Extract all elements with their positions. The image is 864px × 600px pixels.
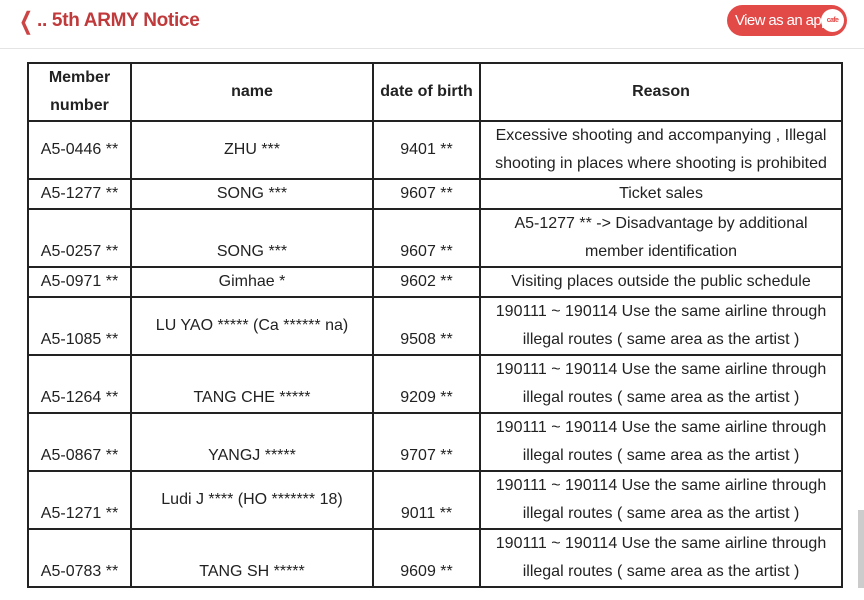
reason-cell: 190111 ~ 190114 Use the same airline thr… (479, 412, 843, 472)
name-cell: ZHU *** (130, 120, 374, 180)
reason-cell: 190111 ~ 190114 Use the same airline thr… (479, 528, 843, 588)
table-row: A5-1085 ** LU YAO ***** (Ca ****** na) 950… (27, 296, 843, 356)
dob-cell: 9401 ** (372, 120, 481, 180)
page-title: .. 5th ARMY Notice (37, 10, 200, 31)
reason-cell: 190111 ~ 190114 Use the same airline thr… (479, 296, 843, 356)
table-header: Member number name date of birth Reason (27, 62, 843, 122)
chevron-left-icon[interactable]: ❮ (19, 8, 34, 35)
table-row: A5-0257 ** SONG *** 9607 ** A5-1277 ** -> D… (27, 208, 843, 268)
column-header-dob: date of birth (372, 62, 481, 122)
member-number-cell: A5-0446 ** (27, 120, 132, 180)
view-as-app-button[interactable]: View as an app cafe (727, 5, 847, 36)
dob-cell: 9508 ** (372, 296, 481, 356)
reason-cell: Ticket sales (479, 178, 843, 210)
member-number-cell: A5-1264 ** (27, 354, 132, 414)
reason-cell: Excessive shooting and accompanying , Il… (479, 120, 843, 180)
dob-cell: 9609 ** (372, 528, 481, 588)
name-cell: TANG SH ***** (130, 528, 374, 588)
reason-cell: 190111 ~ 190114 Use the same airline thr… (479, 354, 843, 414)
member-number-cell: A5-0971 ** (27, 266, 132, 298)
table-row: A5-1277 ** SONG *** 9607 ** Ticket sales (27, 178, 843, 210)
name-cell: Gimhae * (130, 266, 374, 298)
table-row: A5-0971 ** Gimhae * 9602 ** Visiting places… (27, 266, 843, 298)
reason-cell: A5-1277 ** -> Disadvantage by additional… (479, 208, 843, 268)
name-cell: Ludi J **** (HO ******* 18) (130, 470, 374, 530)
member-number-cell: A5-1085 ** (27, 296, 132, 356)
member-number-cell: A5-0867 ** (27, 412, 132, 472)
member-number-cell: A5-0783 ** (27, 528, 132, 588)
column-header-reason: Reason (479, 62, 843, 122)
dob-cell: 9602 ** (372, 266, 481, 298)
dob-cell: 9209 ** (372, 354, 481, 414)
name-cell: SONG *** (130, 208, 374, 268)
table-row: A5-0783 ** TANG SH ***** 9609 ** 190111 ~ 1… (27, 528, 843, 588)
name-cell: SONG *** (130, 178, 374, 210)
dob-cell: 9607 ** (372, 178, 481, 210)
member-number-cell: A5-0257 ** (27, 208, 132, 268)
name-cell: TANG CHE ***** (130, 354, 374, 414)
column-header-name: name (130, 62, 374, 122)
reason-cell: Visiting places outside the public sched… (479, 266, 843, 298)
scrollbar[interactable] (858, 510, 864, 588)
column-header-member-number: Member number (27, 62, 132, 122)
reason-cell: 190111 ~ 190114 Use the same airline thr… (479, 470, 843, 530)
dob-cell: 9011 ** (372, 470, 481, 530)
table-row: A5-0446 ** ZHU *** 9401 ** Excessive shooti… (27, 120, 843, 180)
table-row: A5-0867 ** YANGJ ***** 9707 ** 190111 ~ 190… (27, 412, 843, 472)
cafe-badge: cafe (821, 9, 844, 32)
name-cell: LU YAO ***** (Ca ****** na) (130, 296, 374, 356)
view-as-app-label: View as an app (735, 12, 830, 29)
name-cell: YANGJ ***** (130, 412, 374, 472)
table-row: A5-1271 ** Ludi J **** (HO ******* 18) 901… (27, 470, 843, 530)
table-row: A5-1264 ** TANG CHE ***** 9209 ** 190111 ~ … (27, 354, 843, 414)
member-number-cell: A5-1271 ** (27, 470, 132, 530)
dob-cell: 9707 ** (372, 412, 481, 472)
notice-table: Member number name date of birth Reason … (27, 62, 843, 588)
dob-cell: 9607 ** (372, 208, 481, 268)
member-number-cell: A5-1277 ** (27, 178, 132, 210)
top-bar: ❮ .. 5th ARMY Notice View as an app cafe (0, 0, 864, 49)
